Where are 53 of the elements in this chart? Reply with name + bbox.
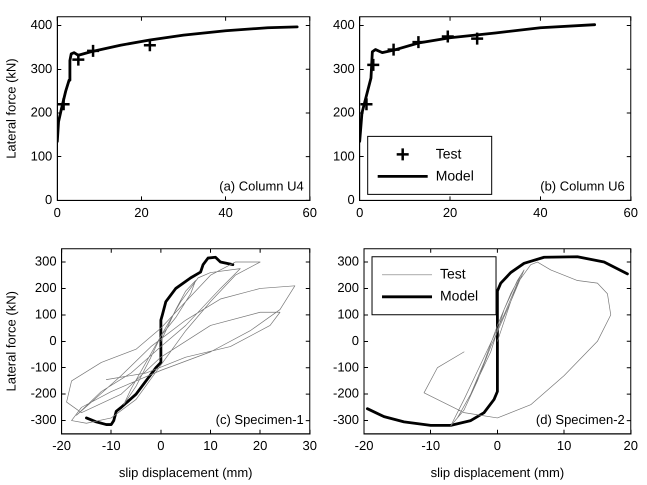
x-tick-label: 20	[252, 438, 268, 454]
y-tick-label: -200	[30, 386, 57, 401]
y-tick-label: 0	[45, 192, 52, 207]
annotation: (c) Specimen-1	[216, 412, 304, 427]
y-tick-label: 100	[34, 306, 57, 322]
x-tick-label: 10	[556, 438, 572, 454]
x-tick-label: 20	[442, 204, 458, 220]
y-tick-label: 100	[332, 148, 355, 164]
y-tick-label: 300	[30, 60, 52, 76]
y-tick-label: 100	[30, 148, 52, 164]
legend-label: Test	[440, 266, 466, 282]
x-tick-label: -10	[421, 438, 440, 454]
y-tick-label: 400	[332, 17, 355, 32]
annotation: (b) Column U6	[540, 178, 625, 194]
y-tick-label: 200	[30, 104, 52, 120]
legend-label: Test	[436, 145, 462, 162]
x-tick-label: -20	[354, 438, 374, 454]
y-tick-label: 200	[337, 280, 360, 296]
annotation: (a) Column U4	[219, 178, 304, 194]
y-tick-label: -100	[332, 359, 360, 374]
y-tick-label: 300	[34, 254, 57, 269]
x-axis-title: slip displacement (mm)	[118, 464, 253, 480]
y-axis-title: Lateral force (kN)	[3, 291, 18, 392]
x-axis-title: slip displacement (mm)	[430, 464, 564, 480]
x-tick-label: 20	[134, 204, 149, 220]
y-tick-label: 0	[49, 332, 57, 348]
x-tick-label: -10	[102, 438, 121, 454]
y-tick-label: 300	[337, 254, 360, 269]
annotation: (d) Specimen-2	[536, 412, 625, 427]
y-tick-label: 0	[352, 332, 360, 348]
x-tick-label: 40	[218, 204, 233, 220]
x-tick-label: 0	[494, 438, 502, 454]
y-tick-label: 0	[347, 192, 355, 207]
y-tick-label: -200	[332, 386, 360, 401]
y-tick-label: 200	[34, 280, 57, 296]
x-tick-label: 20	[624, 438, 638, 454]
x-tick-label: 0	[157, 438, 164, 454]
y-tick-label: 300	[332, 60, 355, 76]
y-axis-title: Lateral force (kN)	[3, 58, 18, 159]
x-tick-label: 60	[624, 204, 638, 220]
y-tick-label: 400	[30, 17, 52, 32]
y-tick-label: 200	[332, 104, 355, 120]
y-tick-label: -100	[30, 359, 57, 374]
x-tick-label: 40	[533, 204, 548, 220]
legend-label: Model	[440, 288, 478, 304]
x-tick-label: -20	[52, 438, 72, 454]
y-tick-label: -300	[332, 412, 360, 428]
x-tick-label: 10	[203, 438, 218, 454]
x-tick-label: 60	[302, 204, 318, 220]
y-tick-label: 100	[337, 306, 360, 322]
y-tick-label: -300	[30, 412, 57, 428]
x-tick-label: 30	[302, 438, 318, 454]
legend-label: Model	[436, 167, 474, 184]
